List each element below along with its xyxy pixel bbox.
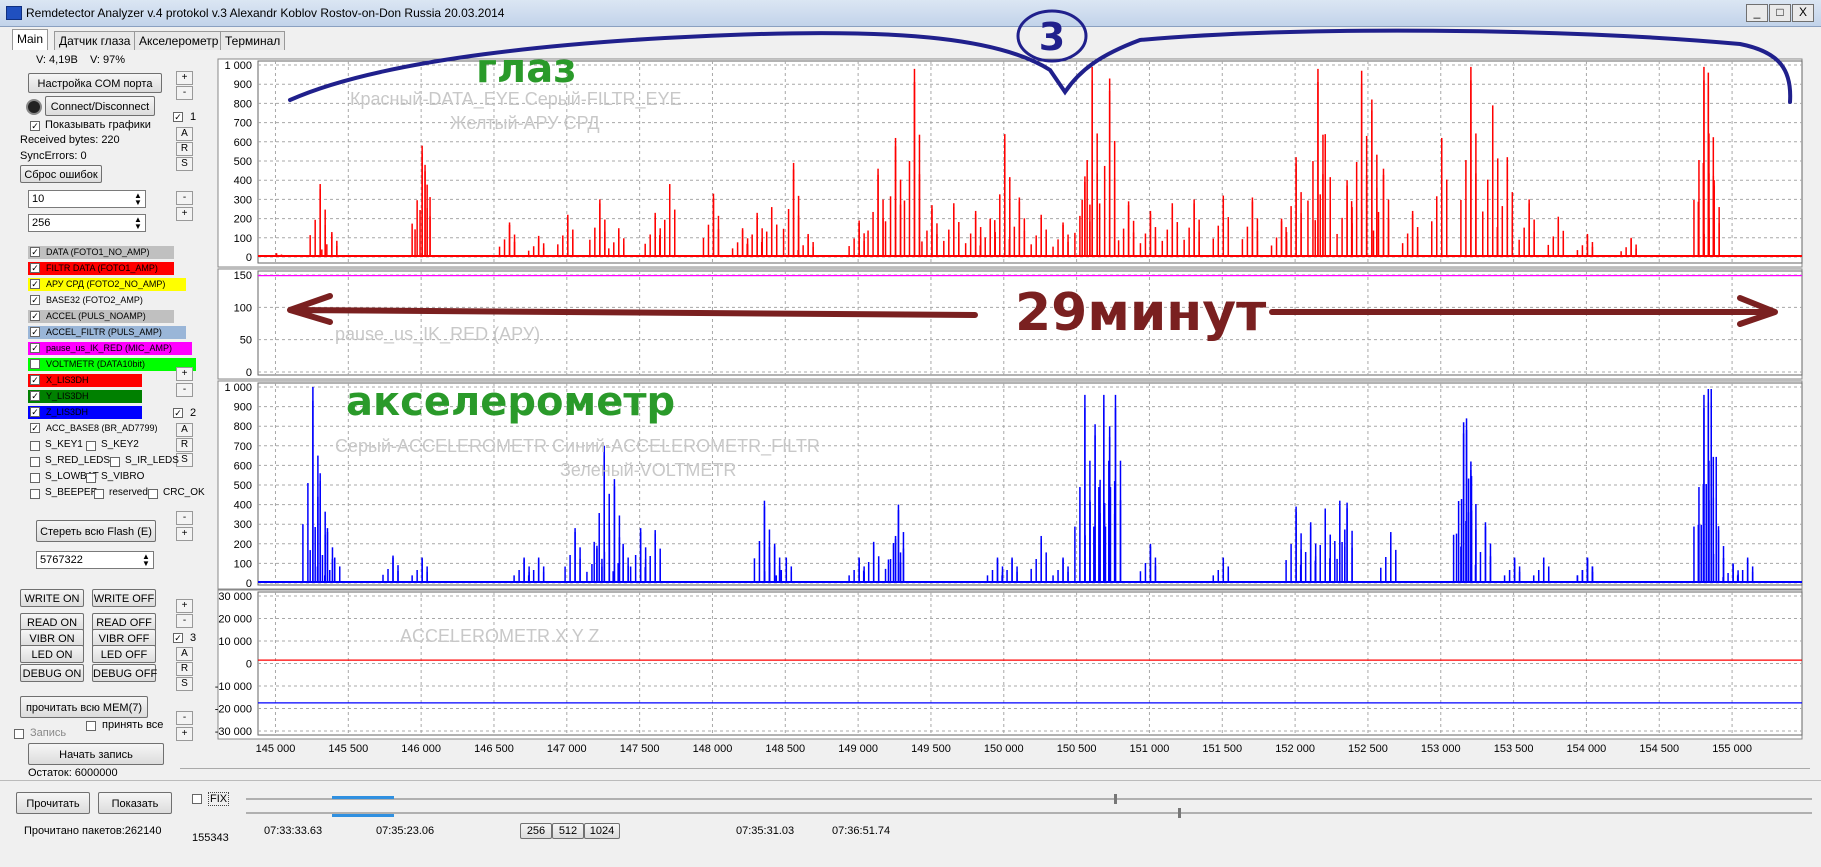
y-tick-label: 900	[234, 402, 252, 414]
chart-legend-text: Красный-DATA_EYE Серый-FILTR_EYE	[350, 89, 682, 110]
x-tick-label: 150 500	[1057, 743, 1097, 755]
read-button[interactable]: Прочитать	[16, 792, 90, 814]
size-1024-button[interactable]: 1024	[584, 823, 620, 839]
timeline-slider-1[interactable]	[246, 798, 1812, 800]
time-start: 07:33:33.63	[264, 825, 322, 837]
x-tick-label: 151 000	[1130, 743, 1170, 755]
x-tick-label: 149 000	[838, 743, 878, 755]
y-tick-label: -10 000	[215, 681, 252, 693]
fix-checkbox[interactable]	[192, 794, 202, 804]
y-tick-label: 300	[234, 519, 252, 531]
y-tick-label: 0	[246, 252, 252, 264]
y-tick-label: 200	[234, 214, 252, 226]
annotation-number: 3	[1039, 15, 1065, 59]
timeline-thumb-2[interactable]	[1178, 808, 1181, 818]
packet-count: 155343	[192, 832, 229, 844]
size-512-button[interactable]: 512	[552, 823, 584, 839]
y-tick-label: 500	[234, 156, 252, 168]
y-tick-label: 0	[246, 367, 252, 379]
packets-label: Прочитано пакетов:262140	[24, 825, 161, 837]
x-tick-label: 153 500	[1494, 743, 1534, 755]
chart-legend-text: Зеленый-VOLTMETR	[560, 460, 736, 480]
y-tick-label: 600	[234, 137, 252, 149]
y-tick-label: 700	[234, 441, 252, 453]
x-tick-label: 147 000	[547, 743, 587, 755]
time-end: 07:36:51.74	[832, 825, 890, 837]
y-tick-label: 300	[234, 194, 252, 206]
x-tick-label: 154 000	[1567, 743, 1607, 755]
chart-legend-text: ACCELEROMETR X Y Z	[400, 626, 599, 646]
y-tick-label: 0	[246, 578, 252, 590]
y-tick-label: 200	[234, 539, 252, 551]
x-tick-label: 146 000	[401, 743, 441, 755]
x-tick-label: 145 000	[256, 743, 296, 755]
x-tick-label: 150 000	[984, 743, 1024, 755]
y-tick-label: 30 000	[218, 591, 252, 603]
bottom-panel	[0, 780, 1821, 867]
x-tick-label: 146 500	[474, 743, 514, 755]
fix-label: FIX	[208, 792, 229, 806]
plot-area	[258, 592, 1802, 735]
y-tick-label: 100	[234, 558, 252, 570]
x-tick-label: 152 500	[1348, 743, 1388, 755]
x-tick-label: 154 500	[1639, 743, 1679, 755]
chart-legend-text: Желтый-АРУ СРД	[450, 113, 600, 133]
x-tick-label: 152 000	[1275, 743, 1315, 755]
timeline-selection-2[interactable]	[332, 814, 394, 817]
y-tick-label: 700	[234, 118, 252, 130]
y-tick-label: 600	[234, 460, 252, 472]
chart-legend-text: Серый-ACCELEROMETR Синий-ACCELEROMETR_FI…	[335, 436, 820, 457]
time-sel-end: 07:35:31.03	[736, 825, 794, 837]
y-tick-label: -30 000	[215, 726, 252, 738]
y-tick-label: 150	[234, 270, 252, 282]
y-tick-label: 10 000	[218, 636, 252, 648]
annotation-minutes: 29минут	[1015, 283, 1266, 343]
y-tick-label: 500	[234, 480, 252, 492]
y-tick-label: 1 000	[224, 60, 252, 72]
x-tick-label: 148 000	[693, 743, 733, 755]
y-tick-label: 100	[234, 233, 252, 245]
y-tick-label: 800	[234, 421, 252, 433]
annotation-eye: глаз	[476, 46, 576, 92]
x-tick-label: 155 000	[1712, 743, 1752, 755]
show-button[interactable]: Показать	[98, 792, 172, 814]
timeline-thumb-1[interactable]	[1114, 794, 1117, 804]
y-tick-label: 20 000	[218, 614, 252, 626]
y-tick-label: 100	[234, 302, 252, 314]
x-tick-label: 145 500	[328, 743, 368, 755]
x-tick-label: 147 500	[620, 743, 660, 755]
y-tick-label: 900	[234, 79, 252, 91]
y-tick-label: 400	[234, 500, 252, 512]
y-tick-label: 1 000	[224, 382, 252, 394]
timeline-selection-1[interactable]	[332, 796, 394, 799]
x-tick-label: 153 000	[1421, 743, 1461, 755]
x-tick-label: 151 500	[1202, 743, 1242, 755]
x-tick-label: 148 500	[765, 743, 805, 755]
annotation-accelerometer: акселерометр	[346, 379, 675, 425]
y-tick-label: 400	[234, 175, 252, 187]
y-tick-label: -20 000	[215, 704, 252, 716]
y-tick-label: 0	[246, 659, 252, 671]
y-tick-label: 50	[240, 335, 252, 347]
y-tick-label: 800	[234, 98, 252, 110]
chart-legend-text: pause_us_IK_RED (АРУ)	[335, 324, 540, 345]
size-256-button[interactable]: 256	[520, 823, 552, 839]
timeline-slider-2[interactable]	[246, 812, 1812, 814]
time-sel-start: 07:35:23.06	[376, 825, 434, 837]
bottom-separator	[180, 768, 1810, 772]
x-tick-label: 149 500	[911, 743, 951, 755]
